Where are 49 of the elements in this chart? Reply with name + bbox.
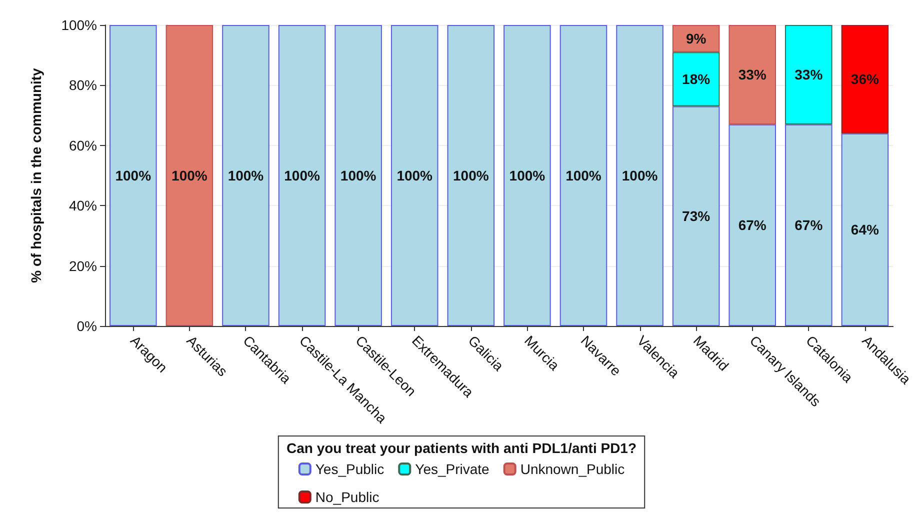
data-label: 100% — [340, 168, 377, 184]
legend-label: Yes_Public — [315, 461, 384, 477]
legend-label: No_Public — [315, 489, 380, 505]
data-label: 100% — [566, 168, 602, 184]
data-label: 100% — [452, 168, 490, 184]
data-label: 73% — [682, 208, 711, 224]
y-tick-label: 40% — [68, 198, 97, 214]
data-label: 9% — [686, 30, 707, 47]
bar — [728, 124, 776, 326]
bar — [616, 25, 664, 326]
y-tick-label: 0% — [76, 318, 97, 334]
y-tick-label: 80% — [68, 77, 97, 94]
data-label: 100% — [284, 168, 320, 184]
bar — [841, 133, 889, 326]
bar — [728, 25, 776, 124]
bar — [278, 25, 326, 326]
legend-label: Yes_Private — [415, 461, 490, 477]
data-label: 100% — [396, 168, 434, 184]
bar — [110, 25, 157, 326]
y-tick-label: 20% — [68, 258, 97, 274]
y-axis-title: % of hospitals in the community — [28, 68, 44, 283]
data-label: 100% — [509, 168, 546, 184]
bar — [785, 25, 832, 124]
bar — [504, 25, 551, 326]
y-tick-label: 60% — [68, 137, 97, 154]
bar — [334, 25, 382, 326]
data-label: 33% — [794, 66, 824, 83]
data-label: 100% — [115, 168, 152, 184]
bar — [447, 25, 495, 326]
data-label: 67% — [794, 217, 824, 234]
legend-title: Can you treat your patients with anti PDL1/anti PD1? — [286, 440, 637, 456]
data-label: 36% — [850, 71, 880, 88]
data-label: 33% — [738, 66, 767, 83]
bar — [785, 124, 832, 326]
bar — [222, 25, 270, 326]
data-label: 18% — [682, 71, 711, 88]
bar — [672, 52, 720, 106]
data-label: 64% — [850, 222, 880, 238]
y-tick-label: 100% — [61, 17, 97, 33]
data-label: 100% — [622, 168, 658, 184]
data-label: 100% — [228, 168, 264, 184]
bar — [841, 25, 889, 134]
bar — [166, 25, 214, 326]
bar — [390, 25, 438, 326]
data-label: 67% — [738, 217, 767, 234]
legend-label: Unknown_Public — [520, 461, 625, 477]
data-label: 100% — [172, 168, 208, 184]
bar — [560, 25, 608, 326]
bar — [672, 106, 720, 326]
